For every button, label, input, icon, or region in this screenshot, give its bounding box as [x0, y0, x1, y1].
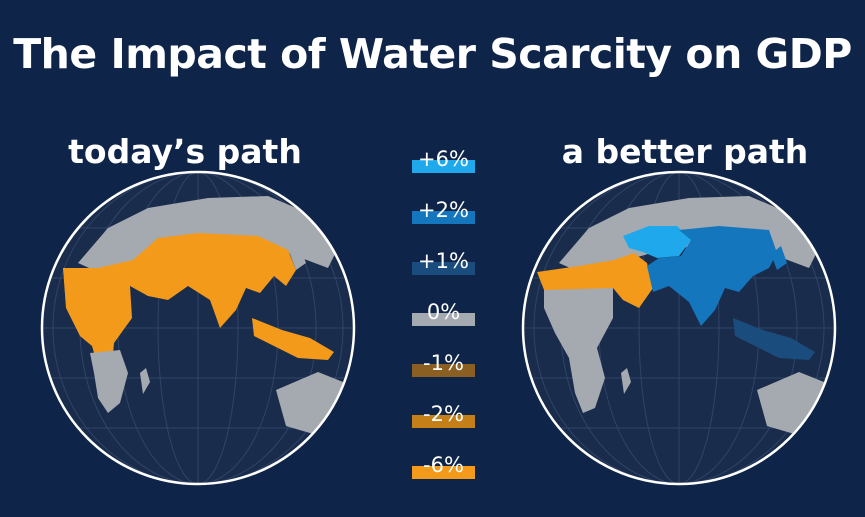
legend-swatch — [412, 262, 475, 275]
legend-swatch — [412, 415, 475, 428]
legend-item: +2% — [412, 198, 475, 224]
main-title: The Impact of Water Scarcity on GDP — [13, 30, 852, 78]
better-path-globe — [521, 170, 837, 486]
north-africa-middle-east-region — [537, 253, 653, 308]
globe-outline — [40, 170, 356, 486]
legend-swatch — [412, 364, 475, 377]
legend-item: -2% — [412, 402, 475, 428]
globe-outline — [521, 170, 837, 486]
legend-swatch — [412, 313, 475, 326]
north-africa-asia-region — [63, 233, 296, 336]
africa-orange-region — [63, 268, 132, 366]
africa-gray-region — [544, 286, 613, 413]
japan-islands — [771, 246, 787, 270]
legend-label: -2% — [423, 402, 464, 426]
right-map-title: a better path — [561, 132, 809, 171]
southeast-asia-islands — [252, 318, 334, 360]
legend-item: -1% — [412, 351, 475, 377]
legend-item: 0% — [412, 300, 475, 326]
legend-swatch — [412, 160, 475, 173]
japan-islands — [290, 246, 306, 270]
legend-label: +6% — [418, 147, 469, 171]
legend-swatch — [412, 211, 475, 224]
legend-swatch — [412, 466, 475, 479]
legend-item: +1% — [412, 249, 475, 275]
legend-item: -6% — [412, 453, 475, 479]
madagascar — [140, 368, 150, 394]
legend-label: +2% — [418, 198, 469, 222]
southern-africa-region — [90, 350, 128, 413]
madagascar — [621, 368, 631, 394]
todays-path-globe — [40, 170, 356, 486]
legend-label: 0% — [426, 300, 461, 324]
southeast-asia-islands — [733, 318, 815, 360]
legend-label: -6% — [423, 453, 464, 477]
central-asia-region — [623, 226, 691, 258]
asia-blue-region — [647, 226, 777, 326]
legend-label: +1% — [418, 249, 469, 273]
legend-item: +6% — [412, 147, 475, 173]
legend-label: -1% — [423, 351, 464, 375]
left-map-title: today’s path — [68, 132, 302, 171]
